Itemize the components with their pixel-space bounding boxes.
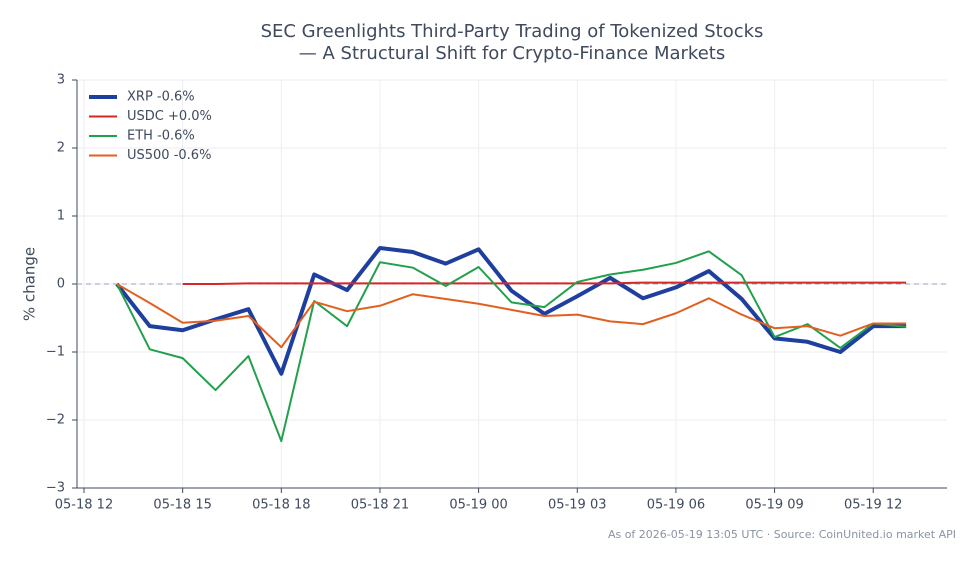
x-tick-label: 05-19 09 <box>745 498 803 513</box>
y-tick-label: 1 <box>57 209 65 224</box>
y-tick-label: 3 <box>57 73 65 88</box>
x-tick-label: 05-18 12 <box>55 498 113 513</box>
y-tick-label: 0 <box>57 277 65 292</box>
legend-label: US500 -0.6% <box>127 148 211 163</box>
chart-title: SEC Greenlights Third-Party Trading of T… <box>261 21 764 42</box>
footnote: As of 2026-05-19 13:05 UTC · Source: Coi… <box>608 528 956 541</box>
x-tick-label: 05-18 18 <box>252 498 310 513</box>
series-line <box>182 281 907 285</box>
legend-label: XRP -0.6% <box>127 90 195 105</box>
chart-subtitle: — A Structural Shift for Crypto-Finance … <box>299 43 725 64</box>
y-tick-label: 2 <box>57 141 65 156</box>
x-tick-label: 05-19 00 <box>449 498 507 513</box>
x-tick-label: 05-18 21 <box>351 498 409 513</box>
x-tick-label: 05-19 06 <box>647 498 705 513</box>
series-line <box>116 283 907 349</box>
x-tick-label: 05-18 15 <box>153 498 211 513</box>
y-axis-label: % change <box>21 247 39 321</box>
y-tick-label: −2 <box>46 413 65 428</box>
x-tick-label: 05-19 12 <box>844 498 902 513</box>
legend-label: USDC +0.0% <box>127 109 212 124</box>
legend-label: ETH -0.6% <box>127 129 195 144</box>
series-line <box>115 245 907 376</box>
series-line <box>115 250 907 443</box>
y-tick-label: −3 <box>46 481 65 496</box>
y-tick-label: −1 <box>46 345 65 360</box>
x-tick-label: 05-19 03 <box>548 498 606 513</box>
